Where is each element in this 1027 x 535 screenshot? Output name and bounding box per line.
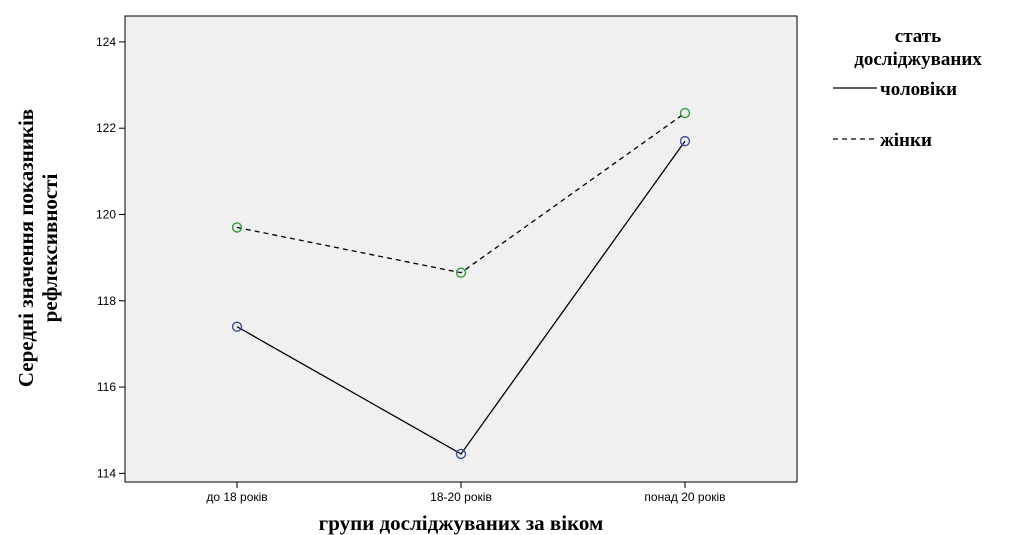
legend-title-line-2: досліджуваних [854,49,982,70]
legend-title-line-1: стать [895,26,941,47]
legend-label-men: чоловіки [880,79,957,100]
y-tick-label: 124 [96,35,116,49]
x-axis-title: групи досліджуваних за віком [319,511,604,535]
x-axis: до 18 років 18-20 років понад 20 років [206,482,726,504]
data-point-women [231,222,243,233]
y-tick-label: 120 [96,207,116,221]
data-point-men [231,321,243,332]
x-tick-label: понад 20 років [644,490,725,504]
y-tick-label: 114 [97,466,116,480]
x-tick-label: 18-20 років [430,490,492,504]
y-axis-title: Середні значення показників рефлексивнос… [14,109,62,387]
data-point-men [455,448,467,460]
data-point-women [455,267,467,278]
data-point-men [679,135,691,147]
y-axis: 114 116 118 120 122 124 [96,35,125,480]
y-axis-title-line-2: рефлексивності [38,173,62,322]
y-tick-label: 116 [97,380,116,394]
legend-label-women: жінки [880,130,932,151]
legend: стать досліджуваних чоловіки жінки [833,26,982,151]
series-layer [231,107,691,460]
plot-area [124,15,798,483]
y-tick-label: 118 [97,294,116,308]
data-point-women [679,107,691,119]
x-tick-label: до 18 років [206,490,267,504]
y-tick-label: 122 [96,121,116,135]
series-line-men [236,140,686,455]
series-line-women [236,112,686,274]
y-axis-title-line-1: Середні значення показників [14,109,38,387]
